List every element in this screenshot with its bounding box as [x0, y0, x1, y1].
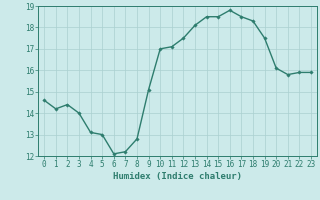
X-axis label: Humidex (Indice chaleur): Humidex (Indice chaleur): [113, 172, 242, 181]
